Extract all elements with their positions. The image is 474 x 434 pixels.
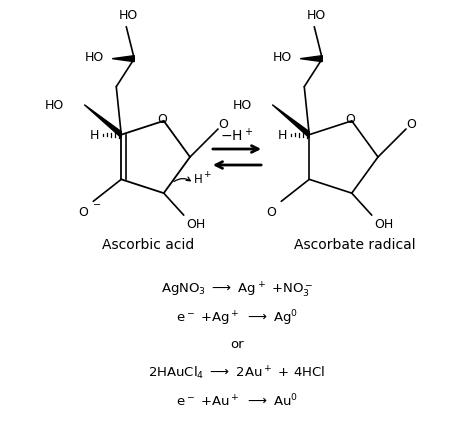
Text: Ascorbate radical: Ascorbate radical bbox=[294, 237, 416, 251]
Text: O: O bbox=[218, 118, 228, 131]
Text: −H$^+$: −H$^+$ bbox=[220, 127, 254, 145]
Text: AgNO$_3$ $\longrightarrow$ Ag$^+$ +NO$_3^-$: AgNO$_3$ $\longrightarrow$ Ag$^+$ +NO$_3… bbox=[161, 280, 313, 299]
Text: H: H bbox=[194, 172, 203, 185]
Text: HO: HO bbox=[233, 99, 252, 112]
Text: H: H bbox=[90, 129, 99, 142]
Text: OH: OH bbox=[374, 217, 393, 230]
Text: O: O bbox=[78, 205, 88, 218]
Text: HO: HO bbox=[118, 9, 138, 22]
Polygon shape bbox=[84, 105, 121, 138]
Text: e$^-$ +Au$^+$ $\longrightarrow$ Au$^0$: e$^-$ +Au$^+$ $\longrightarrow$ Au$^0$ bbox=[176, 392, 298, 408]
Text: O: O bbox=[406, 118, 416, 131]
Text: O: O bbox=[266, 205, 276, 218]
Text: HO: HO bbox=[85, 51, 104, 64]
Polygon shape bbox=[300, 56, 322, 62]
Text: HO: HO bbox=[273, 51, 292, 64]
Polygon shape bbox=[112, 56, 134, 62]
Text: −: − bbox=[93, 200, 101, 210]
Text: O: O bbox=[345, 113, 355, 126]
Text: HO: HO bbox=[45, 99, 64, 112]
Text: +: + bbox=[203, 169, 210, 178]
Text: HO: HO bbox=[307, 9, 326, 22]
Text: or: or bbox=[230, 338, 244, 351]
Text: 2HAuCl$_4$ $\longrightarrow$ 2Au$^+$ + 4HCl: 2HAuCl$_4$ $\longrightarrow$ 2Au$^+$ + 4… bbox=[148, 363, 326, 381]
Text: e$^-$ +Ag$^+$ $\longrightarrow$ Ag$^0$: e$^-$ +Ag$^+$ $\longrightarrow$ Ag$^0$ bbox=[176, 308, 298, 327]
Text: H: H bbox=[278, 129, 287, 142]
FancyArrowPatch shape bbox=[174, 178, 190, 182]
Text: O: O bbox=[157, 113, 167, 126]
Polygon shape bbox=[272, 105, 309, 138]
Text: Ascorbic acid: Ascorbic acid bbox=[102, 237, 194, 251]
Text: OH: OH bbox=[186, 217, 205, 230]
